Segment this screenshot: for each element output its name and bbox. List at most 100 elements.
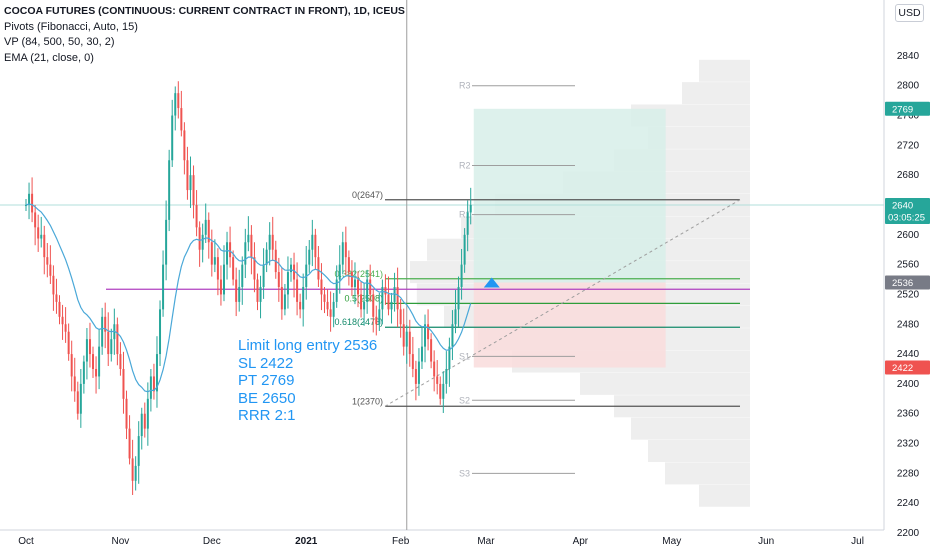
trade-note[interactable]: Limit long entry 2536 SL 2422 PT 2769 BE… <box>238 337 377 425</box>
indicator-volume-profile[interactable]: VP (84, 500, 50, 30, 2) <box>4 36 115 48</box>
y-tick-label: 2280 <box>897 468 920 479</box>
candle-body <box>244 242 247 265</box>
volume-profile-bar <box>665 462 750 485</box>
candle-body <box>445 368 448 384</box>
candle-body <box>372 294 375 317</box>
candle-body <box>232 257 235 280</box>
candle-body <box>70 354 73 377</box>
price-badge <box>885 197 930 224</box>
volume-profile-bar <box>699 59 750 82</box>
candle-body <box>76 391 79 414</box>
indicator-ema[interactable]: EMA (21, close, 0) <box>4 51 94 64</box>
candle-body <box>28 193 31 205</box>
candle-body <box>451 324 454 347</box>
candle-body <box>338 264 341 280</box>
volume-profile-bar <box>580 372 750 395</box>
candle-body <box>329 309 332 317</box>
candle-body <box>439 383 442 399</box>
candle-body <box>25 204 27 206</box>
candle-body <box>134 465 137 481</box>
candle-body <box>204 219 207 235</box>
fib-label: 0.382(2541) <box>334 269 383 279</box>
candle-body <box>353 279 356 287</box>
candle-body <box>58 301 61 317</box>
candle-body <box>299 301 302 310</box>
candle-body <box>207 219 210 243</box>
candle-body <box>381 286 384 310</box>
x-tick-label: Jul <box>851 536 864 547</box>
candle-body <box>183 130 186 161</box>
price-badge-countdown: 03:05:25 <box>888 212 925 223</box>
price-badge <box>885 360 930 375</box>
candle-body <box>174 93 177 116</box>
candle-body <box>241 264 244 287</box>
candle-body <box>101 316 104 347</box>
y-tick-label: 2520 <box>897 289 920 300</box>
candle-body <box>82 361 85 384</box>
target-zone <box>473 108 666 283</box>
fib-label: 1(2370) <box>352 396 383 406</box>
candle-body <box>128 428 131 459</box>
candle-body <box>457 286 460 310</box>
candle-body <box>427 324 430 340</box>
candle-body <box>216 257 219 280</box>
candle-body <box>256 279 259 302</box>
indicator-pivots[interactable]: Pivots (Fibonacci, Auto, 15) <box>4 20 138 33</box>
candle-body <box>317 257 320 280</box>
candle-body <box>314 234 317 258</box>
x-tick-label: Feb <box>392 536 410 547</box>
fib-trend-line <box>384 199 741 407</box>
candle-body <box>277 272 280 287</box>
candle-body <box>332 301 335 317</box>
y-tick-label: 2240 <box>897 498 920 509</box>
pivot-label: R3 <box>459 81 471 91</box>
candle-body <box>92 354 95 369</box>
candle-body <box>88 339 91 355</box>
candle-body <box>168 160 171 220</box>
x-tick-label: Dec <box>203 536 221 547</box>
price-badge <box>885 275 930 290</box>
y-tick-label: 2840 <box>897 51 920 62</box>
candle-body <box>466 212 469 235</box>
candle-body <box>408 331 411 355</box>
currency-button[interactable]: USD <box>895 4 924 22</box>
x-tick-label: May <box>662 536 681 547</box>
candle-body <box>283 294 286 310</box>
candle-body <box>363 301 366 310</box>
candle-body <box>323 294 326 302</box>
y-tick-label: 2560 <box>897 260 920 271</box>
y-tick-label: 2800 <box>897 81 920 92</box>
candle-body <box>424 324 427 347</box>
candle-body <box>414 368 417 384</box>
candle-body <box>165 219 168 265</box>
candle-body <box>411 354 414 369</box>
candle-body <box>268 234 271 250</box>
x-tick-label: Mar <box>477 536 495 547</box>
candle-body <box>95 368 98 377</box>
candle-body <box>201 234 204 250</box>
candle-body <box>341 242 344 265</box>
pivot-label: S1 <box>459 351 470 361</box>
candle-body <box>177 93 180 109</box>
candle-body <box>55 294 58 302</box>
candle-body <box>61 316 64 325</box>
candle-body <box>369 279 372 295</box>
candle-body <box>125 398 128 429</box>
candle-body <box>463 234 466 265</box>
candle-body <box>159 309 162 355</box>
candle-body <box>366 279 369 302</box>
candle-body <box>360 294 363 310</box>
volume-profile-bar <box>631 417 750 440</box>
candle-body <box>171 115 174 161</box>
y-tick-label: 2440 <box>897 349 920 360</box>
candle-body <box>344 242 347 258</box>
candle-body <box>308 249 311 265</box>
y-tick-label: 2480 <box>897 319 920 330</box>
price-badge-label: 2536 <box>892 278 913 289</box>
candle-body <box>302 286 305 310</box>
candle-body <box>180 108 183 131</box>
candle-body <box>67 331 70 355</box>
candle-body <box>393 286 396 302</box>
volume-profile-bar <box>699 484 750 507</box>
